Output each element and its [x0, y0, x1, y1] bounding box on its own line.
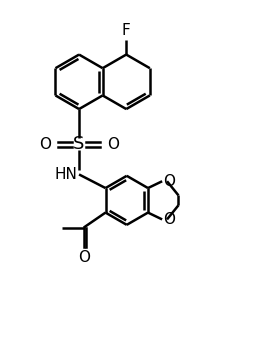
Text: HN: HN	[55, 167, 78, 182]
Text: F: F	[122, 23, 131, 38]
Text: O: O	[163, 174, 175, 189]
Text: O: O	[107, 137, 119, 152]
Text: S: S	[73, 136, 85, 153]
Text: O: O	[163, 212, 175, 227]
Text: O: O	[39, 137, 51, 152]
Text: O: O	[78, 250, 90, 265]
